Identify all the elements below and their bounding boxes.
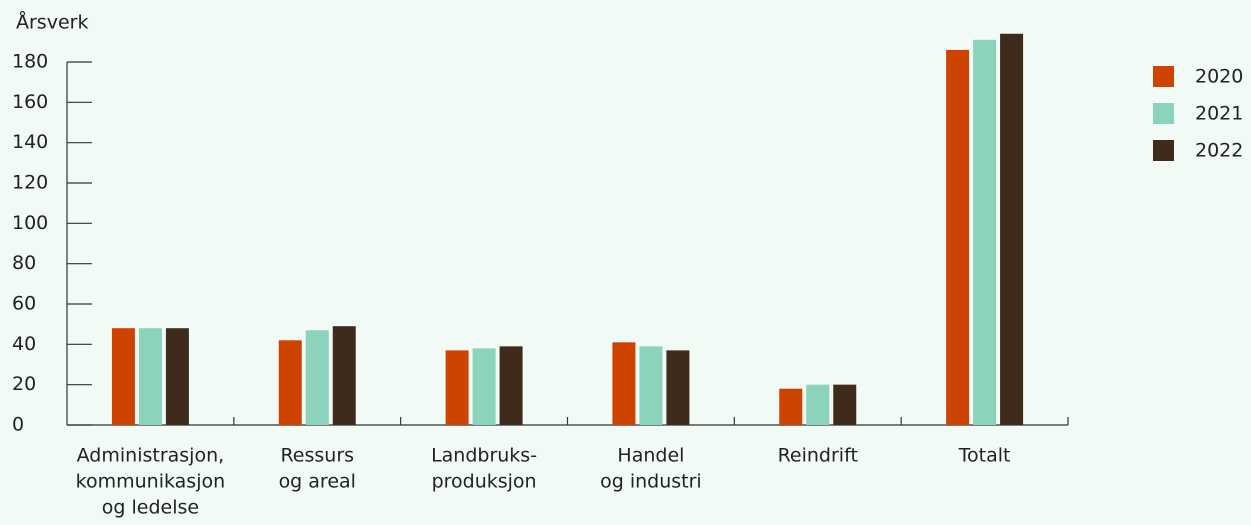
legend-swatch xyxy=(1153,140,1174,161)
x-tick-label: Ressurs xyxy=(280,445,354,467)
x-tick-label: Administrasjon, xyxy=(77,445,225,467)
y-tick-label: 140 xyxy=(12,131,48,153)
bar xyxy=(332,326,356,425)
x-tick-label: Handel xyxy=(617,445,684,467)
x-tick-label: Totalt xyxy=(958,445,1011,467)
bar xyxy=(111,328,135,425)
bar xyxy=(973,39,997,426)
bar xyxy=(138,328,162,425)
bar xyxy=(499,346,523,425)
y-tick-label: 100 xyxy=(12,212,48,234)
x-tick-label: Reindrift xyxy=(778,445,858,467)
bar xyxy=(278,340,302,425)
bar xyxy=(472,348,496,425)
y-tick-label: 80 xyxy=(12,252,36,274)
x-tick-label: og ledelse xyxy=(102,497,199,519)
legend-swatch xyxy=(1153,66,1174,87)
x-tick-label: produksjon xyxy=(432,471,537,493)
bar xyxy=(445,350,469,425)
legend-label: 2022 xyxy=(1195,140,1243,162)
y-tick-label: 0 xyxy=(12,414,24,436)
x-tick-label: kommunikasjon xyxy=(76,471,226,493)
bar xyxy=(806,384,830,425)
x-tick-label: Landbruks- xyxy=(431,445,537,467)
y-tick-label: 180 xyxy=(12,51,48,73)
bar xyxy=(1000,33,1024,426)
y-tick-label: 60 xyxy=(12,293,36,315)
y-tick-label: 160 xyxy=(12,91,48,113)
bar xyxy=(639,346,663,425)
bar xyxy=(666,350,690,425)
y-tick-label: 40 xyxy=(12,333,36,355)
bar xyxy=(305,330,329,425)
legend-label: 2021 xyxy=(1195,103,1243,125)
bar xyxy=(612,342,636,425)
y-tick-label: 120 xyxy=(12,172,48,194)
bar xyxy=(833,384,857,425)
y-axis-title: Årsverk xyxy=(16,11,88,34)
legend-swatch xyxy=(1153,103,1174,124)
bar xyxy=(779,388,803,425)
x-tick-label: og areal xyxy=(279,471,356,493)
x-tick-label: og industri xyxy=(600,471,702,493)
bar xyxy=(165,328,189,425)
y-tick-label: 20 xyxy=(12,373,36,395)
legend-label: 2020 xyxy=(1195,66,1243,88)
bar xyxy=(946,49,970,426)
